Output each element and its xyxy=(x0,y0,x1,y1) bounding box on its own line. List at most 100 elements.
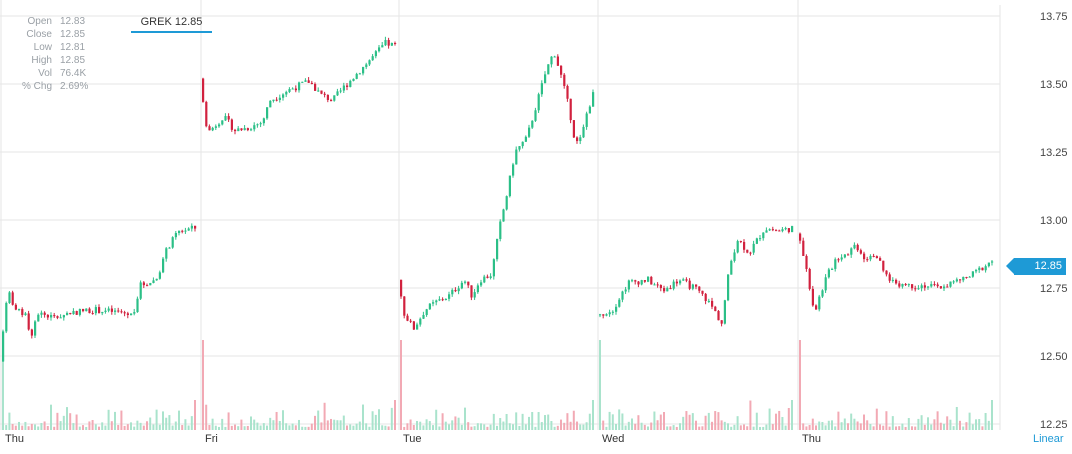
volume-bar xyxy=(374,414,377,430)
candle-body xyxy=(69,312,72,315)
info-row-high: High 12.85 xyxy=(10,54,88,67)
candle-body xyxy=(435,300,438,303)
volume-bar xyxy=(811,418,814,430)
candle-body xyxy=(320,90,323,94)
info-row-open: Open 12.83 xyxy=(10,15,88,28)
volume-bar xyxy=(588,413,591,430)
volume-bar xyxy=(653,411,656,430)
volume-bar xyxy=(486,426,489,430)
volume-bar xyxy=(464,407,466,430)
volume-bar xyxy=(384,425,387,430)
candle-body xyxy=(432,302,435,304)
candle-body xyxy=(872,255,875,257)
candle-body xyxy=(46,314,49,318)
scale-mode-toggle[interactable]: Linear xyxy=(1033,433,1064,445)
candle-body xyxy=(736,241,739,253)
candle-body xyxy=(701,290,704,294)
volume-bar xyxy=(352,425,355,430)
volume-bar xyxy=(301,426,304,430)
y-tick-label: 13.00 xyxy=(1040,215,1068,227)
candle-body xyxy=(278,97,281,100)
volume-bar xyxy=(637,415,640,430)
volume-bar xyxy=(158,424,161,430)
volume-bar xyxy=(448,424,450,430)
candle-body xyxy=(224,116,227,121)
volume-bar xyxy=(914,426,917,430)
ticker-tab[interactable]: GREK 12.85 xyxy=(131,13,212,33)
volume-bar xyxy=(234,424,236,430)
volume-bar xyxy=(285,423,288,430)
candle-body xyxy=(653,284,656,286)
volume-bar xyxy=(294,425,297,430)
candle-body xyxy=(647,276,650,282)
candle-body xyxy=(556,56,559,66)
volume-bar xyxy=(834,426,837,430)
candle-body xyxy=(811,288,814,306)
candle-body xyxy=(818,296,821,310)
volume-bar xyxy=(882,425,885,430)
ohlc-info-panel: Open 12.83 Close 12.85 Low 12.81 High 12… xyxy=(10,15,88,93)
volume-bar xyxy=(104,425,107,430)
candle-body xyxy=(749,252,752,254)
candle-body xyxy=(907,284,910,286)
volume-bar xyxy=(240,419,243,430)
volume-bar xyxy=(262,423,265,430)
candle-body xyxy=(2,331,5,362)
volume-bar xyxy=(962,426,965,430)
volume-bar xyxy=(174,421,177,430)
volume-bar xyxy=(53,426,56,430)
volume-bar xyxy=(21,425,24,430)
candle-body xyxy=(775,230,778,232)
volume-label: Vol xyxy=(38,68,52,79)
volume-bar xyxy=(489,424,492,430)
volume-bar xyxy=(237,426,240,430)
candle-body xyxy=(448,294,451,299)
volume-bar xyxy=(602,420,605,430)
volume-bar xyxy=(720,420,723,430)
volume-bar xyxy=(936,411,939,430)
candle-body xyxy=(390,42,393,46)
volume-bar xyxy=(669,426,672,430)
volume-bar xyxy=(821,421,824,430)
candle-body xyxy=(208,126,211,131)
volume-bar xyxy=(400,340,402,430)
candle-body xyxy=(94,307,97,314)
candle-body xyxy=(920,285,923,289)
candle-body xyxy=(791,226,794,233)
candle-body xyxy=(784,228,787,230)
volume-bar xyxy=(336,420,339,430)
candle-body xyxy=(540,83,543,95)
volume-bar xyxy=(123,425,126,430)
candle-body xyxy=(259,123,262,125)
volume-bar xyxy=(923,424,926,430)
candle-body xyxy=(895,279,898,284)
open-value: 12.83 xyxy=(60,16,86,27)
volume-bar xyxy=(582,424,585,430)
candle-body xyxy=(981,267,984,271)
candle-body xyxy=(866,259,869,261)
candle-body xyxy=(30,329,33,336)
candle-body xyxy=(387,40,390,46)
candle-body xyxy=(640,280,643,285)
volume-bar xyxy=(75,414,78,430)
volume-bar xyxy=(27,426,30,430)
volume-bar xyxy=(378,409,380,430)
candle-body xyxy=(230,119,233,130)
volume-bar xyxy=(390,407,393,430)
volume-bar xyxy=(130,422,132,430)
candle-body xyxy=(381,45,384,48)
volume-bar xyxy=(927,417,929,430)
volume-bar xyxy=(342,415,345,430)
volume-bar xyxy=(805,426,808,430)
candle-body xyxy=(184,230,187,232)
volume-bar xyxy=(355,423,358,430)
candle-body xyxy=(181,230,184,232)
candle-body xyxy=(659,285,662,289)
candle-body xyxy=(237,128,240,132)
volume-bar xyxy=(133,426,136,430)
candle-body xyxy=(250,129,253,131)
volume-bar xyxy=(432,425,434,430)
candle-body xyxy=(991,261,994,263)
